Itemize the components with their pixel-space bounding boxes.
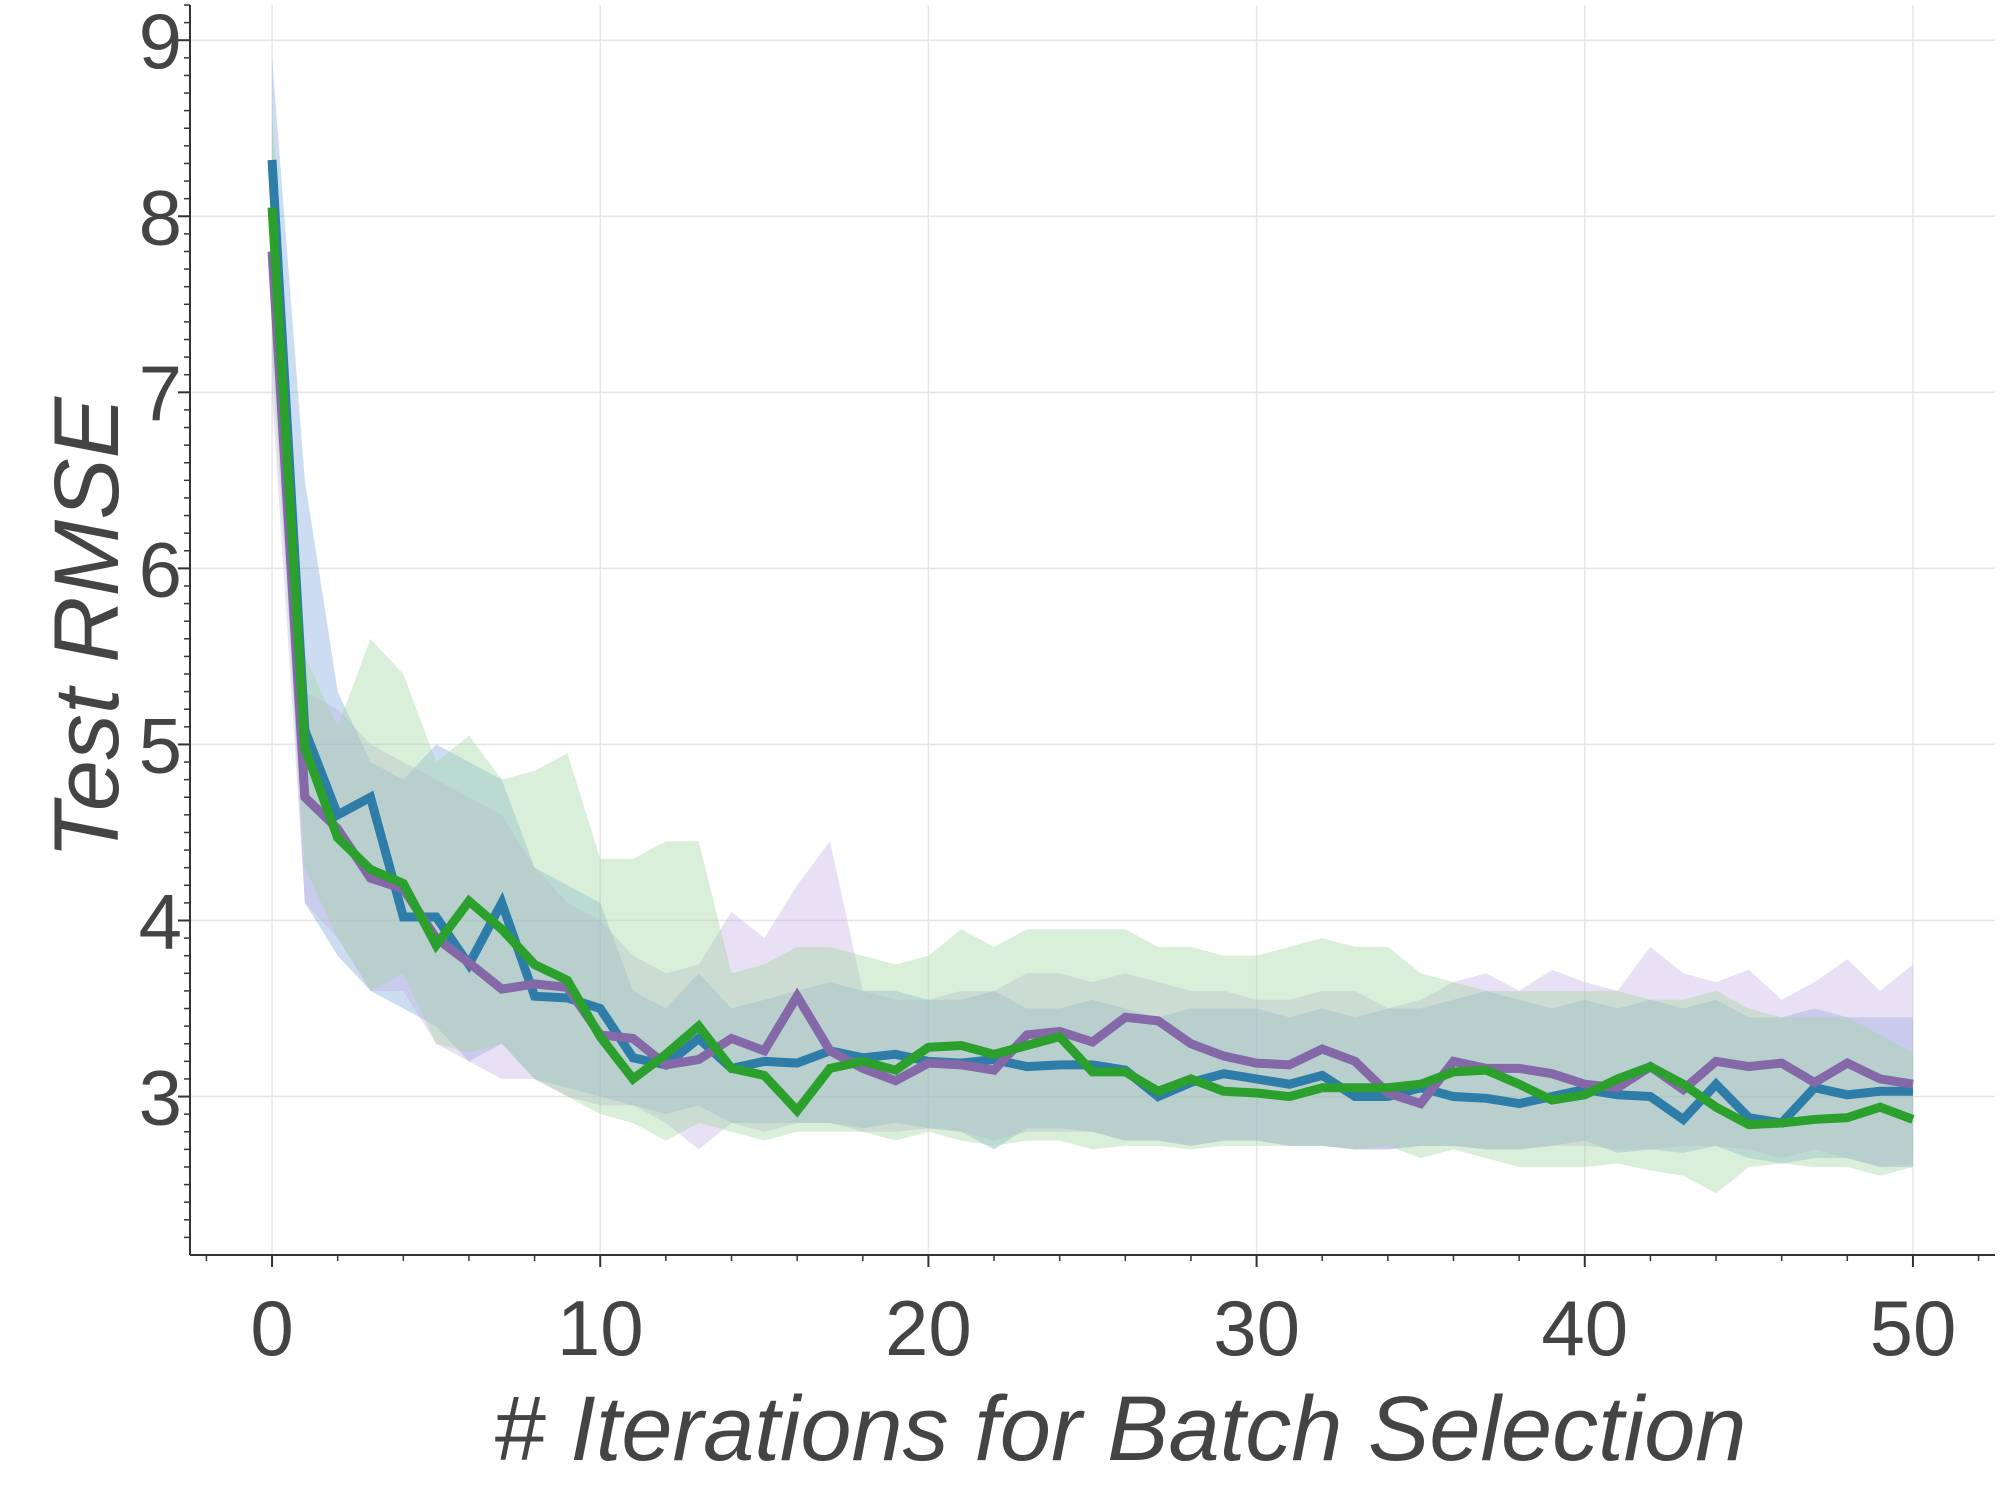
series-1-band	[272, 57, 1913, 1167]
y-tick-label: 3	[139, 1054, 182, 1142]
series-1-line	[267, 159, 1913, 1128]
y-tick-label: 4	[139, 877, 182, 965]
confidence-bands	[272, 57, 1913, 1194]
tick-labels: 0 10 20 30 40 50 3 4 5 6 7 8 9	[139, 0, 1957, 1372]
x-tick-label: 30	[1213, 1284, 1300, 1372]
grid-lines	[190, 5, 1995, 1255]
y-tick-label: 9	[139, 0, 182, 85]
x-tick-label: 0	[250, 1284, 293, 1372]
series-3-line	[267, 207, 1915, 1130]
series-3-band	[272, 110, 1913, 1194]
y-tick-label: 5	[139, 701, 182, 789]
y-tick-label: 8	[139, 173, 182, 261]
axes	[178, 4, 1995, 1267]
y-tick-label: 7	[139, 349, 182, 437]
x-tick-label: 20	[885, 1284, 972, 1372]
series-lines	[267, 159, 1915, 1130]
y-axis-label: Test RMSE	[36, 395, 138, 858]
x-tick-label: 40	[1541, 1284, 1628, 1372]
x-tick-label: 50	[1870, 1284, 1957, 1372]
y-tick-label: 6	[139, 525, 182, 613]
x-tick-label: 10	[557, 1284, 644, 1372]
x-axis-label: # Iterations for Batch Selection	[494, 1378, 1747, 1480]
